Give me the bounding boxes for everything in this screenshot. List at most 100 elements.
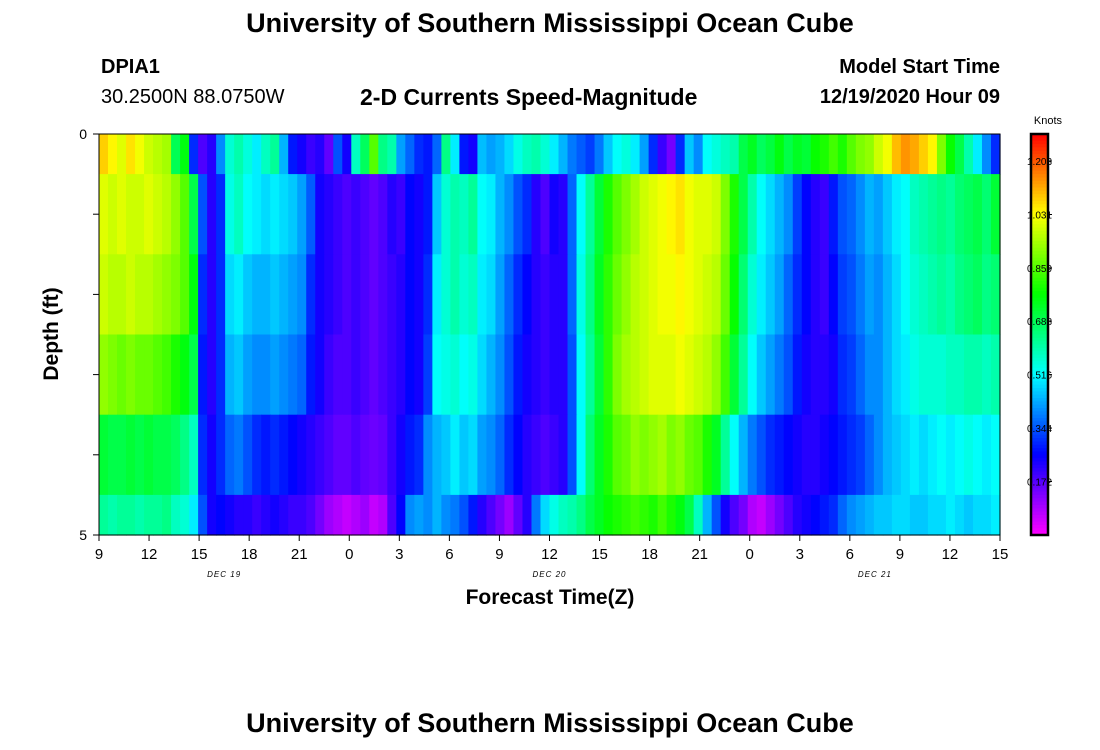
heatmap-cell — [405, 334, 415, 416]
heatmap-cell — [522, 494, 533, 536]
heatmap-cell — [630, 494, 641, 536]
heatmap-cell — [783, 414, 794, 496]
colorbar-segment — [1031, 240, 1048, 245]
colorbar-segment — [1031, 187, 1048, 192]
colorbar-segment — [1031, 474, 1048, 479]
heatmap-cell — [405, 414, 415, 496]
heatmap-cell — [171, 254, 181, 336]
heatmap-cell — [801, 174, 812, 255]
x-tick-label: 9 — [896, 546, 904, 563]
heatmap-cell — [963, 134, 974, 175]
colorbar-segment — [1031, 311, 1048, 316]
heatmap-cell — [639, 254, 650, 336]
colorbar-segment — [1031, 434, 1048, 439]
heatmap-cell — [315, 334, 325, 416]
heatmap-cell — [144, 334, 154, 416]
heatmap-cell — [450, 334, 460, 416]
heatmap-cell — [387, 414, 397, 496]
heatmap-cell — [135, 174, 145, 255]
heatmap-cell — [216, 414, 226, 496]
heatmap-cell — [270, 174, 280, 255]
heatmap-cell — [882, 414, 893, 496]
heatmap-cell — [261, 174, 271, 255]
colorbar-segment — [1031, 217, 1048, 222]
heatmap-cell — [891, 134, 902, 175]
colorbar-segment — [1031, 197, 1048, 202]
heatmap-cell — [423, 494, 433, 536]
heatmap-cell — [315, 254, 325, 336]
heatmap-cell — [558, 494, 569, 536]
heatmap-cell — [558, 134, 569, 175]
heatmap-cell — [513, 254, 524, 336]
heatmap-cell — [540, 134, 551, 175]
heatmap-cell — [234, 174, 244, 255]
heatmap-cell — [909, 334, 920, 416]
heatmap-cell — [504, 494, 515, 536]
heatmap-cell — [486, 494, 497, 536]
heatmap-cell — [279, 254, 289, 336]
heatmap-cell — [648, 494, 659, 536]
heatmap-cell — [549, 134, 560, 175]
colorbar-segment — [1031, 404, 1048, 409]
heatmap-cell — [198, 414, 208, 496]
heatmap-cell — [108, 494, 118, 536]
colorbar-segment — [1031, 514, 1048, 519]
date-label: DEC 20 — [532, 570, 566, 579]
heatmap-cell — [990, 254, 1001, 336]
heatmap-cell — [180, 134, 190, 175]
x-tick-label: 15 — [591, 546, 608, 563]
footer-title: University of Southern Mississippi Ocean… — [246, 708, 854, 738]
heatmap-cell — [738, 334, 749, 416]
heatmap-cell — [351, 174, 361, 255]
colorbar-tick-label: 0.859 — [1027, 264, 1052, 275]
x-tick-label: 3 — [796, 546, 804, 563]
heatmap-cell — [567, 254, 578, 336]
heatmap-cell — [369, 414, 379, 496]
colorbar-segment — [1031, 287, 1048, 292]
heatmap-cell — [711, 174, 722, 255]
heatmap-cell — [603, 254, 614, 336]
heatmap-cell — [360, 414, 370, 496]
heatmap-cell — [801, 134, 812, 175]
heatmap-cell — [531, 134, 542, 175]
colorbar-segment — [1031, 257, 1048, 262]
colorbar-segment — [1031, 504, 1048, 509]
y-tick-label: 0 — [79, 126, 87, 142]
heatmap-cell — [252, 254, 262, 336]
heatmap-cell — [135, 334, 145, 416]
heatmap-cell — [720, 334, 731, 416]
colorbar-segment — [1031, 147, 1048, 152]
heatmap-cell — [810, 134, 821, 175]
colorbar-segment — [1031, 377, 1048, 382]
heatmap-cell — [396, 414, 406, 496]
heatmap-cell — [549, 174, 560, 255]
colorbar-segment — [1031, 150, 1048, 155]
heatmap-cell — [855, 494, 866, 536]
heatmap-cell — [675, 254, 686, 336]
heatmap-cell — [297, 414, 307, 496]
heatmap-cell — [270, 334, 280, 416]
heatmap-cell — [513, 134, 524, 175]
heatmap-cell — [297, 254, 307, 336]
heatmap-cell — [441, 174, 451, 255]
heatmap-cell — [963, 174, 974, 255]
date-label: DEC 21 — [858, 570, 892, 579]
heatmap-cell — [567, 334, 578, 416]
colorbar-segment — [1031, 501, 1048, 506]
heatmap-cell — [522, 334, 533, 416]
heatmap-cell — [846, 134, 857, 175]
heatmap-cell — [387, 334, 397, 416]
heatmap-cell — [243, 494, 253, 536]
heatmap-cell — [252, 174, 262, 255]
heatmap-cell — [414, 134, 424, 175]
heatmap-cell — [405, 174, 415, 255]
heatmap-cell — [936, 414, 947, 496]
heatmap-cell — [342, 334, 352, 416]
heatmap-cell — [774, 254, 785, 336]
heatmap-cell — [432, 334, 442, 416]
colorbar-tick-label: 1.203 — [1027, 157, 1052, 168]
heatmap-cell — [882, 334, 893, 416]
heatmap-cell — [126, 414, 136, 496]
heatmap-cell — [945, 174, 956, 255]
y-tick-label: 5 — [79, 527, 87, 543]
